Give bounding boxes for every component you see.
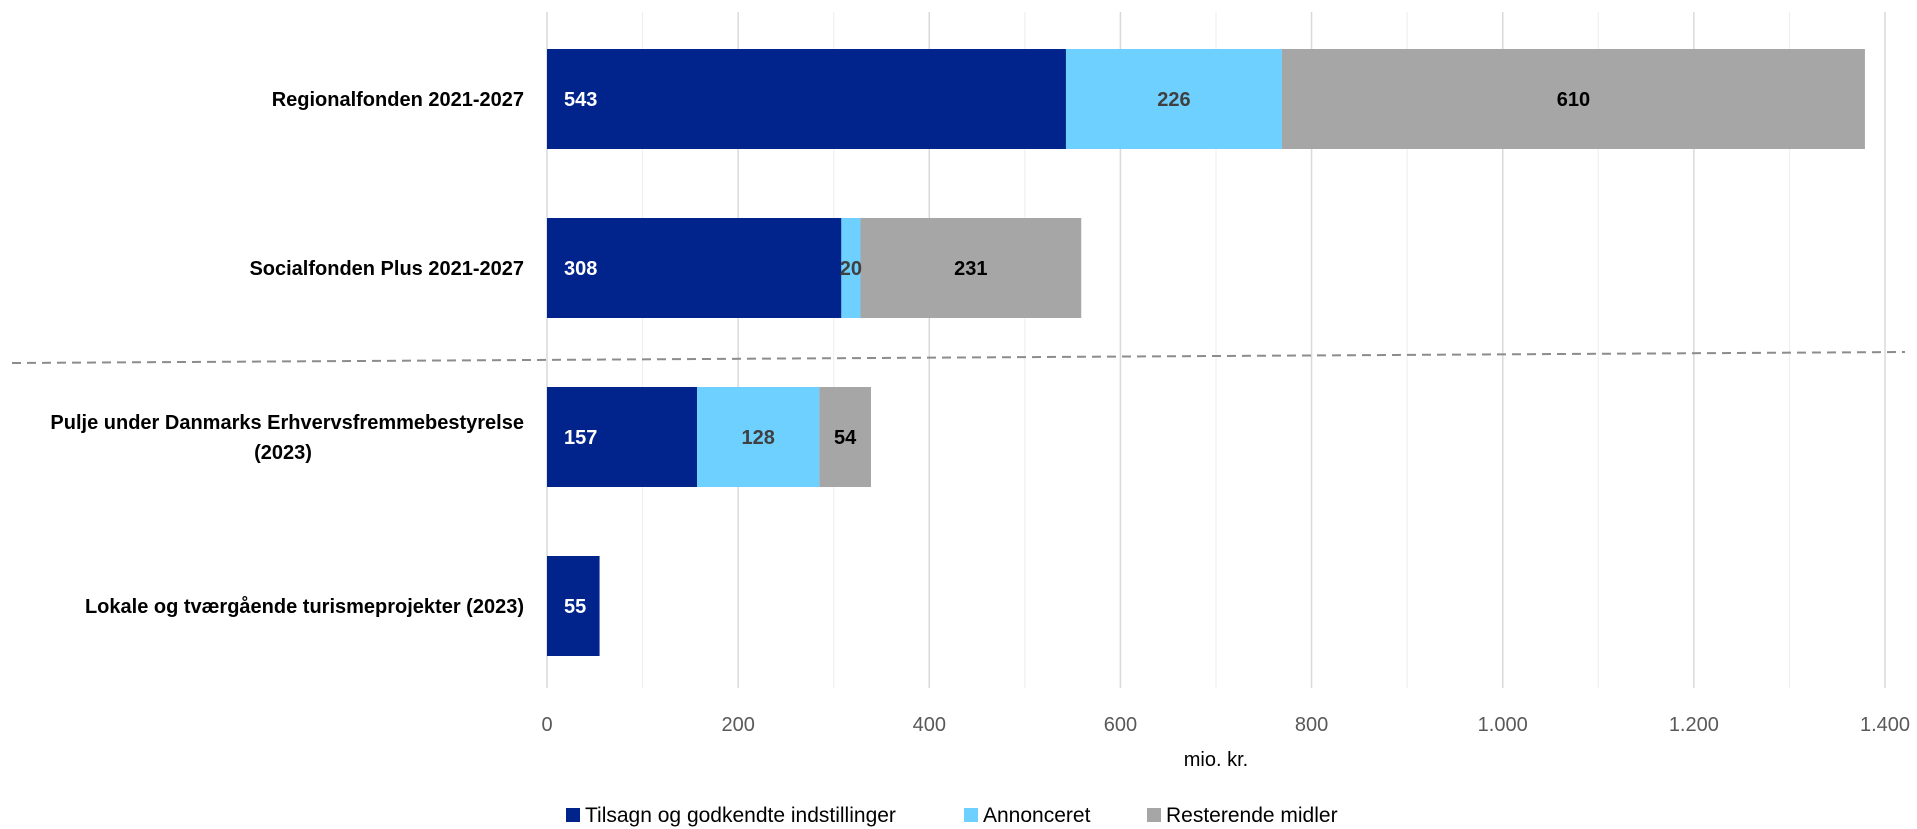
- x-tick-label: 1.000: [1478, 714, 1528, 736]
- data-label-tilsagn-og-godkendte-indstillinger-2: 308: [564, 258, 597, 280]
- data-label-resterende-midler-1: 610: [1557, 89, 1590, 111]
- bar-tilsagn-og-godkendte-indstillinger-3: [547, 387, 698, 487]
- bar-annonceret-1: [1065, 49, 1282, 149]
- legend-label-annonceret: Annonceret: [983, 804, 1091, 827]
- legend: Tilsagn og godkendte indstillinger Annonc…: [566, 804, 1338, 827]
- x-tick-label: 1.400: [1860, 714, 1910, 736]
- separator-dashed-line: [11, 351, 1906, 364]
- legend-label-tilsagn-og-godkendte-indstillinger: Tilsagn og godkendte indstillinger: [585, 804, 896, 827]
- data-label-resterende-midler-2: 231: [954, 258, 987, 280]
- category-label-4: Lokale og tværgående turismeprojekter (2…: [85, 595, 524, 618]
- legend-label-resterende-midler: Resterende midler: [1166, 804, 1338, 827]
- bar-tilsagn-og-godkendte-indstillinger-1: [547, 49, 1066, 149]
- x-axis-ticks: 0 200 400 600 800 1.000 1.200 1.400: [541, 714, 1910, 736]
- bar-tilsagn-og-godkendte-indstillinger-4: [547, 556, 600, 656]
- x-axis-title: mio. kr.: [1184, 749, 1248, 771]
- x-tick-label: 800: [1295, 714, 1328, 736]
- bars: [547, 49, 1865, 656]
- x-tick-label: 400: [913, 714, 946, 736]
- data-label-tilsagn-og-godkendte-indstillinger-4: 55: [564, 596, 586, 618]
- bar-tilsagn-og-godkendte-indstillinger-2: [547, 218, 842, 318]
- data-label-tilsagn-og-godkendte-indstillinger-3: 157: [564, 427, 597, 449]
- separator: [11, 351, 1906, 364]
- data-label-annonceret-2: 20: [840, 258, 862, 280]
- data-label-annonceret-1: 226: [1157, 89, 1190, 111]
- legend-swatch-resterende-midler: [1147, 808, 1161, 822]
- bar-resterende-midler-1: [1281, 49, 1865, 149]
- category-label-2: Socialfonden Plus 2021-2027: [249, 258, 524, 280]
- x-tick-label: 0: [541, 714, 552, 736]
- legend-swatch-annonceret: [964, 808, 978, 822]
- category-label-3-line-1: Pulje under Danmarks Erhvervsfremmebesty…: [50, 412, 524, 434]
- x-tick-label: 200: [721, 714, 754, 736]
- legend-swatch-tilsagn-og-godkendte-indstillinger: [566, 808, 580, 822]
- category-label-3-line-2: (2023): [254, 442, 312, 464]
- bar-annonceret-2: [841, 218, 861, 318]
- x-tick-label: 600: [1104, 714, 1137, 736]
- data-label-resterende-midler-3: 54: [834, 427, 857, 449]
- bar-resterende-midler-3: [819, 387, 871, 487]
- x-tick-label: 1.200: [1669, 714, 1719, 736]
- category-label-1: Regionalfonden 2021-2027: [272, 89, 524, 111]
- data-labels: 543 226 610 308 20 231 157 128 54 55: [564, 89, 1590, 618]
- category-labels: Regionalfonden 2021-2027 Socialfonden Plu…: [50, 89, 524, 618]
- bar-resterende-midler-2: [860, 218, 1082, 318]
- data-label-annonceret-3: 128: [742, 427, 775, 449]
- bar-annonceret-3: [697, 387, 820, 487]
- data-label-tilsagn-og-godkendte-indstillinger-1: 543: [564, 89, 597, 111]
